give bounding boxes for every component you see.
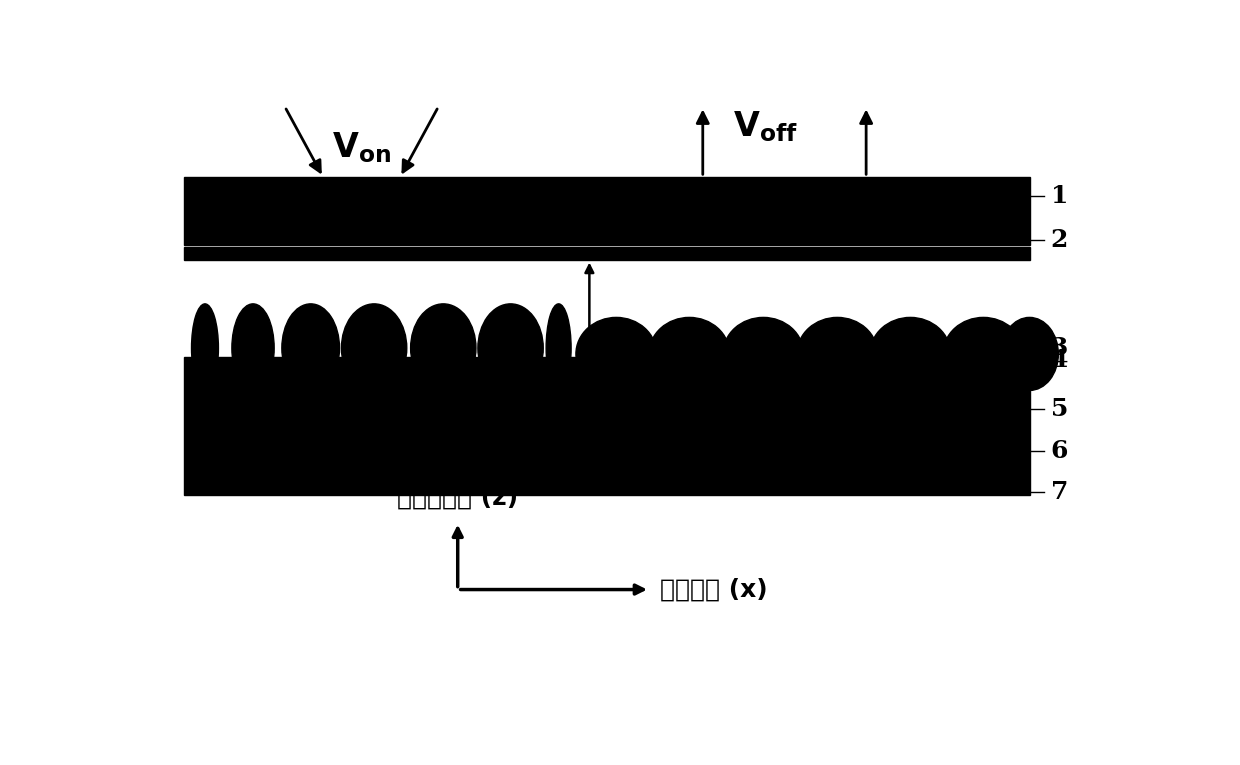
Ellipse shape: [649, 317, 729, 390]
Text: $\mathbf{V}_{\mathbf{off}}$: $\mathbf{V}_{\mathbf{off}}$: [733, 110, 797, 145]
Text: $\boldsymbol{R}$: $\boldsymbol{R}$: [451, 413, 474, 442]
Text: 5: 5: [1050, 398, 1068, 422]
Text: 2: 2: [1050, 228, 1068, 252]
Ellipse shape: [477, 304, 543, 392]
Text: 4: 4: [1050, 348, 1068, 372]
Ellipse shape: [575, 317, 657, 390]
Ellipse shape: [797, 317, 878, 390]
Text: 7: 7: [1050, 480, 1068, 504]
Text: 入射光方向 (z): 入射光方向 (z): [397, 486, 518, 510]
Bar: [184, 356, 1029, 495]
Ellipse shape: [232, 304, 274, 392]
Text: $\boldsymbol{d}$: $\boldsymbol{d}$: [595, 334, 619, 363]
Bar: [184, 177, 1029, 245]
Text: 透镜位置 (x): 透镜位置 (x): [660, 578, 768, 601]
Text: $\mathbf{V}_{\mathbf{on}}$: $\mathbf{V}_{\mathbf{on}}$: [332, 130, 391, 165]
Ellipse shape: [410, 304, 476, 392]
Ellipse shape: [1001, 317, 1058, 390]
Ellipse shape: [341, 304, 407, 392]
Text: 1: 1: [1050, 184, 1068, 208]
Ellipse shape: [546, 304, 572, 392]
Ellipse shape: [723, 317, 804, 390]
Text: 3: 3: [1050, 336, 1068, 360]
Text: 6: 6: [1050, 439, 1068, 463]
Ellipse shape: [191, 304, 218, 392]
Ellipse shape: [281, 304, 340, 392]
Bar: [184, 247, 1029, 259]
Ellipse shape: [942, 317, 1024, 390]
Ellipse shape: [870, 317, 951, 390]
